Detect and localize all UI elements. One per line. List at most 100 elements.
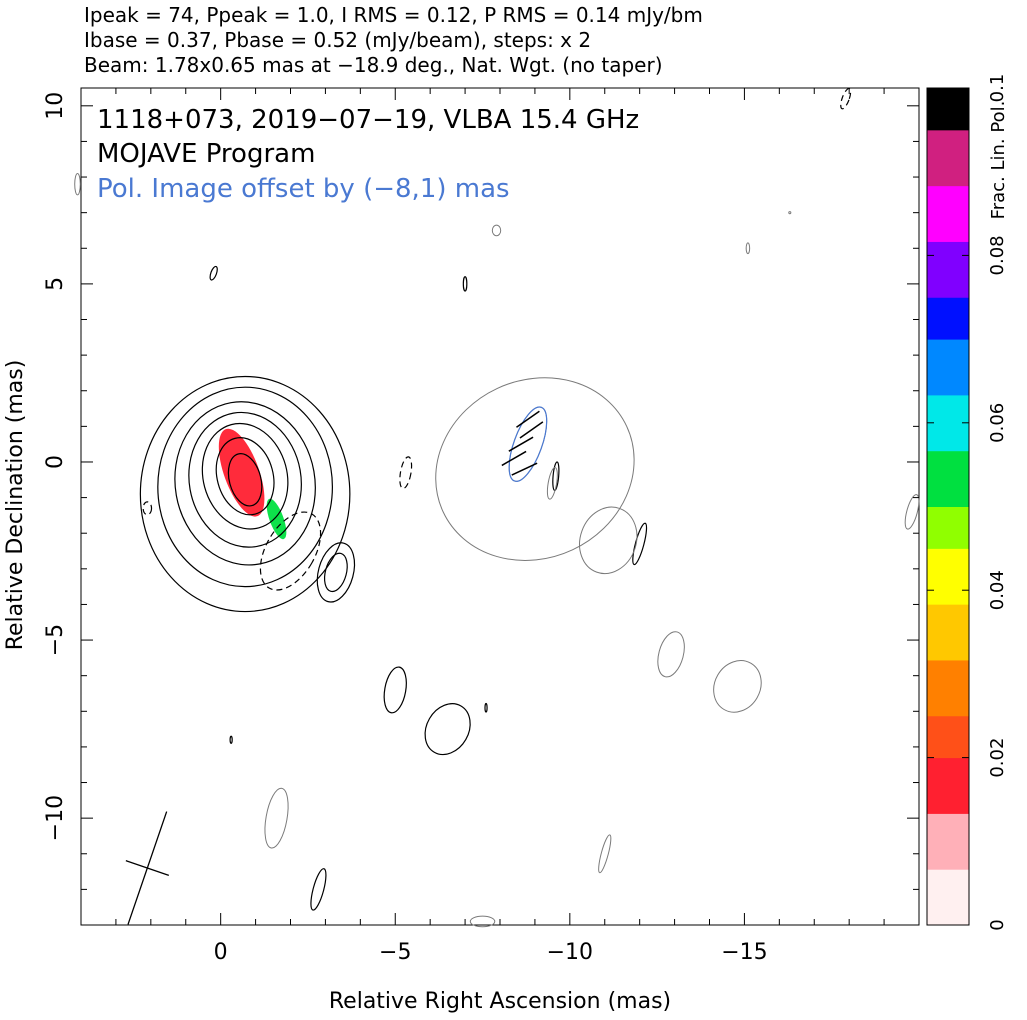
evpa-tick bbox=[508, 436, 534, 452]
colorbar-cell bbox=[927, 534, 969, 549]
colorbar-cell bbox=[927, 171, 969, 187]
colorbar-cell bbox=[927, 687, 969, 703]
colorbar-cell bbox=[927, 380, 969, 396]
annotation-program: MOJAVE Program bbox=[97, 139, 315, 169]
header-stats-line-1: Ipeak = 74, Ppeak = 1.0, I RMS = 0.12, P… bbox=[84, 3, 703, 27]
evpa-tick bbox=[501, 450, 527, 467]
stokes-i-contour bbox=[227, 453, 263, 507]
stokes-i-contour bbox=[310, 868, 327, 911]
stokes-i-contour bbox=[424, 703, 471, 756]
colorbar-cell bbox=[927, 785, 969, 800]
colorbar-cell bbox=[927, 227, 969, 242]
y-tick-label: 0 bbox=[43, 455, 68, 469]
polarization-contour bbox=[74, 172, 81, 196]
polarization-contour bbox=[788, 211, 792, 215]
y-tick-label: −10 bbox=[43, 795, 68, 841]
colorbar-cell bbox=[927, 157, 969, 173]
colorbar-cell bbox=[927, 394, 969, 410]
frac-pol-region bbox=[218, 428, 265, 517]
colorbar-cell bbox=[927, 827, 969, 842]
colorbar-cell bbox=[927, 492, 969, 507]
colorbar-cell bbox=[927, 743, 969, 759]
colorbar-cell bbox=[927, 799, 969, 814]
pol-core-contour bbox=[508, 406, 548, 482]
stokes-i-contour bbox=[201, 422, 289, 530]
colorbar-cell bbox=[927, 311, 969, 326]
stokes-i-contour bbox=[462, 276, 468, 292]
colorbar-cell bbox=[927, 506, 969, 521]
colorbar-cell bbox=[927, 757, 969, 773]
colorbar-cell bbox=[927, 590, 969, 605]
colorbar-cell bbox=[927, 88, 969, 103]
stokes-i-contour bbox=[229, 735, 233, 744]
colorbar-cell bbox=[927, 646, 969, 661]
colorbar-cell bbox=[927, 255, 969, 270]
colorbar-cell bbox=[927, 478, 969, 494]
evpa-tick bbox=[511, 462, 538, 476]
header-stats-line-2: Ibase = 0.37, Pbase = 0.52 (mJy/beam), s… bbox=[84, 28, 592, 52]
contour-layer bbox=[74, 87, 920, 928]
stokes-i-contour bbox=[632, 522, 648, 566]
colorbar-cell bbox=[927, 213, 969, 228]
annotation-source: 1118+073, 2019−07−19, VLBA 15.4 GHz bbox=[97, 105, 639, 135]
colorbar-tick-label: 0 bbox=[987, 919, 1008, 930]
colorbar-cell bbox=[927, 632, 969, 647]
evpa-tick bbox=[519, 421, 544, 439]
stokes-i-contour bbox=[323, 552, 348, 593]
stokes-i-negative-contour bbox=[142, 501, 153, 516]
stokes-i-contour bbox=[174, 401, 316, 566]
x-tick-label: −15 bbox=[721, 940, 767, 965]
colorbar-cell bbox=[927, 520, 969, 535]
polarization-contour bbox=[598, 834, 612, 874]
plot-frame bbox=[80, 87, 920, 926]
polarization-contour bbox=[546, 467, 558, 500]
stokes-i-negative-contour bbox=[399, 456, 413, 490]
colorbar: 0 0.02 0.04 0.06 0.08 0.1 Frac. Lin. Pol. bbox=[926, 74, 1009, 931]
evpa-tick bbox=[516, 410, 540, 428]
x-tick-label: 0 bbox=[214, 940, 228, 965]
colorbar-cell bbox=[927, 339, 969, 354]
polarization-contour bbox=[713, 660, 762, 713]
stokes-i-contour bbox=[215, 437, 275, 516]
colorbar-cell bbox=[927, 353, 969, 368]
colorbar-cell bbox=[927, 199, 969, 215]
colorbar-cell bbox=[927, 269, 969, 284]
colorbar-cell bbox=[927, 618, 969, 633]
colorbar-cell bbox=[927, 701, 969, 717]
colorbar-cell bbox=[927, 883, 969, 898]
colorbar-tick-label: 0.1 bbox=[987, 74, 1008, 103]
colorbar-tick-label: 0.08 bbox=[987, 235, 1008, 275]
polarization-contour bbox=[491, 224, 502, 237]
colorbar-cell bbox=[927, 422, 969, 438]
colorbar-cell bbox=[927, 115, 969, 131]
colorbar-cell bbox=[927, 185, 969, 201]
colorbar-cell bbox=[927, 841, 969, 856]
colorbar-cell bbox=[927, 729, 969, 745]
stokes-i-contour bbox=[383, 666, 407, 714]
polarization-contour bbox=[657, 631, 685, 678]
colorbar-cell bbox=[927, 408, 969, 424]
colorbar-cell bbox=[927, 283, 969, 298]
colorbar-cell bbox=[927, 869, 969, 884]
colorbar-tick-label: 0.06 bbox=[987, 403, 1008, 443]
colorbar-tick-label: 0.02 bbox=[987, 738, 1008, 778]
colorbar-cell bbox=[927, 771, 969, 786]
stokes-i-contour bbox=[484, 702, 488, 713]
colorbar-cell bbox=[927, 659, 969, 675]
x-tick-label: −5 bbox=[379, 940, 411, 965]
y-tick-label: 5 bbox=[43, 277, 68, 291]
polarization-contour bbox=[904, 494, 920, 530]
colorbar-cell bbox=[927, 101, 969, 117]
colorbar-cell bbox=[927, 855, 969, 870]
colorbar-cell bbox=[927, 367, 969, 382]
beam-minor-axis bbox=[125, 860, 170, 876]
colorbar-cell bbox=[927, 911, 969, 926]
stokes-i-contour bbox=[157, 386, 334, 588]
colorbar-cell bbox=[927, 450, 969, 466]
polarization-contour bbox=[745, 242, 751, 255]
colorbar-frame bbox=[926, 87, 970, 926]
polarization-contour bbox=[264, 787, 289, 849]
stokes-i-negative-contour bbox=[259, 511, 322, 591]
colorbar-cell bbox=[927, 673, 969, 689]
